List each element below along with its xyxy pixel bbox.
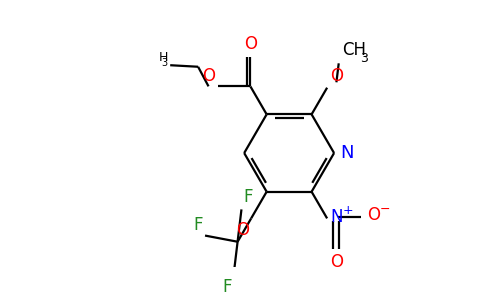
Text: −: − <box>380 203 390 216</box>
Text: O: O <box>244 35 257 53</box>
Text: 3: 3 <box>360 52 367 65</box>
Text: N: N <box>330 208 343 226</box>
Text: F: F <box>222 278 231 296</box>
Text: +: + <box>343 204 353 217</box>
Text: 3: 3 <box>162 58 168 68</box>
Text: F: F <box>244 188 253 206</box>
Text: N: N <box>340 144 354 162</box>
Text: F: F <box>193 216 203 234</box>
Text: O: O <box>236 221 249 239</box>
Text: CH: CH <box>343 41 366 59</box>
Text: O: O <box>330 253 343 271</box>
Text: O: O <box>202 67 215 85</box>
Text: O: O <box>367 206 380 224</box>
Text: O: O <box>330 68 343 85</box>
Text: H: H <box>158 51 168 64</box>
